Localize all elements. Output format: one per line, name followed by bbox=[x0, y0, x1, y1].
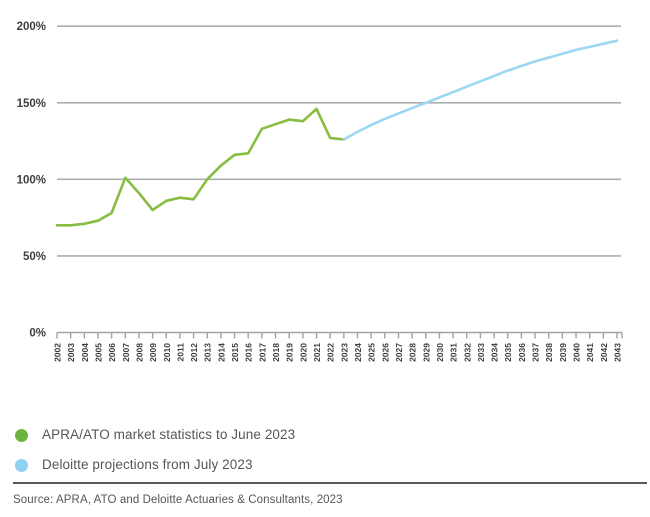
x-tick-label: 2015 bbox=[230, 343, 240, 362]
x-tick-label: 2030 bbox=[435, 343, 445, 362]
x-tick-label: 2002 bbox=[53, 343, 63, 362]
x-tick-label: 2024 bbox=[353, 343, 363, 362]
x-tick-label: 2013 bbox=[203, 343, 213, 362]
x-tick-label: 2007 bbox=[121, 343, 131, 362]
source-note: Source: APRA, ATO and Deloitte Actuaries… bbox=[13, 494, 343, 506]
x-tick-label: 2008 bbox=[134, 343, 144, 362]
series-line-apra bbox=[55, 107, 346, 227]
x-tick-label: 2018 bbox=[271, 343, 281, 362]
x-tick-label: 2014 bbox=[216, 343, 226, 362]
x-tick-label: 2042 bbox=[599, 343, 609, 362]
y-tick-label: 150% bbox=[17, 98, 46, 110]
x-axis bbox=[56, 331, 623, 339]
legend-label-deloitte: Deloitte projections from July 2023 bbox=[42, 457, 253, 472]
x-tick-label: 2019 bbox=[285, 343, 295, 362]
legend-label-apra: APRA/ATO market statistics to June 2023 bbox=[42, 427, 296, 442]
x-tick-label: 2021 bbox=[312, 343, 322, 362]
x-tick-label: 2038 bbox=[544, 343, 554, 362]
divider-line bbox=[13, 482, 647, 484]
x-tick-label: 2026 bbox=[380, 343, 390, 362]
x-tick-label: 2011 bbox=[175, 343, 185, 362]
x-tick-label: 2037 bbox=[531, 343, 541, 362]
x-tick-label: 2005 bbox=[93, 343, 103, 362]
legend-dot-green-icon bbox=[15, 428, 28, 442]
x-tick-label: 2004 bbox=[80, 343, 90, 362]
x-tick-label: 2039 bbox=[558, 343, 568, 362]
x-tick-label: 2003 bbox=[66, 343, 76, 362]
x-tick-label: 2043 bbox=[613, 343, 623, 362]
x-tick-label: 2022 bbox=[326, 343, 336, 362]
x-tick-label: 2041 bbox=[585, 343, 595, 362]
x-tick-label: 2036 bbox=[517, 343, 527, 362]
x-tick-label: 2034 bbox=[490, 343, 500, 362]
x-tick-label: 2028 bbox=[408, 343, 418, 362]
x-tick-label: 2031 bbox=[449, 343, 459, 362]
series-line-deloitte bbox=[342, 39, 619, 141]
x-tick-label: 2033 bbox=[476, 343, 486, 362]
x-tick-label: 2016 bbox=[244, 343, 254, 362]
x-tick-label: 2009 bbox=[148, 343, 158, 362]
x-tick-label: 2017 bbox=[257, 343, 267, 362]
legend-item-deloitte: Deloitte projections from July 2023 bbox=[15, 457, 295, 473]
chart-legend: APRA/ATO market statistics to June 2023 … bbox=[15, 427, 295, 473]
x-tick-label: 2040 bbox=[572, 343, 582, 362]
x-tick-label: 2023 bbox=[339, 343, 349, 362]
debt-to-income-projection-chart: 0% 50% 100% 150% 200% 2002 2003 2004 2005 2006 200… bbox=[17, 21, 623, 362]
x-tick-label: 2032 bbox=[462, 343, 472, 362]
x-tick-label: 2020 bbox=[298, 343, 308, 362]
x-tick-label: 2025 bbox=[367, 343, 377, 362]
legend-dot-blue-icon bbox=[15, 458, 28, 472]
legend-item-apra: APRA/ATO market statistics to June 2023 bbox=[15, 427, 295, 443]
x-tick-label: 2006 bbox=[107, 343, 117, 362]
x-tick-label: 2027 bbox=[394, 343, 404, 362]
x-tick-label: 2010 bbox=[162, 343, 172, 362]
x-tick-label: 2035 bbox=[503, 343, 513, 362]
y-tick-label: 100% bbox=[17, 174, 46, 186]
y-tick-label: 200% bbox=[17, 21, 46, 33]
x-tick-label: 2012 bbox=[189, 343, 199, 362]
x-tick-label: 2029 bbox=[421, 343, 431, 362]
y-tick-label: 50% bbox=[23, 251, 46, 263]
y-tick-label: 0% bbox=[29, 328, 46, 340]
